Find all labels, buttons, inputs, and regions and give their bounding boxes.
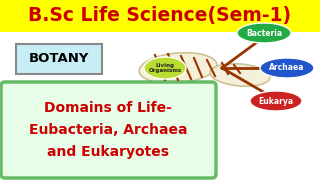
- Ellipse shape: [139, 53, 217, 83]
- Ellipse shape: [260, 58, 314, 78]
- Text: Eukarya: Eukarya: [259, 96, 293, 105]
- Text: Bacteria: Bacteria: [246, 28, 282, 37]
- Ellipse shape: [237, 23, 291, 43]
- Text: BOTANY: BOTANY: [29, 53, 89, 66]
- Text: and Eukaryotes: and Eukaryotes: [47, 145, 169, 159]
- Text: Living
Organisms: Living Organisms: [148, 63, 181, 73]
- Ellipse shape: [210, 64, 270, 86]
- Text: B.Sc Life Science(Sem-1): B.Sc Life Science(Sem-1): [28, 6, 292, 26]
- Ellipse shape: [144, 57, 186, 79]
- Text: Archaea: Archaea: [269, 64, 305, 73]
- FancyBboxPatch shape: [1, 82, 216, 178]
- Text: Eubacteria, Archaea: Eubacteria, Archaea: [29, 123, 187, 137]
- Text: Domains of Life-: Domains of Life-: [44, 101, 172, 115]
- Ellipse shape: [250, 91, 302, 111]
- FancyBboxPatch shape: [0, 0, 320, 32]
- FancyBboxPatch shape: [16, 44, 102, 74]
